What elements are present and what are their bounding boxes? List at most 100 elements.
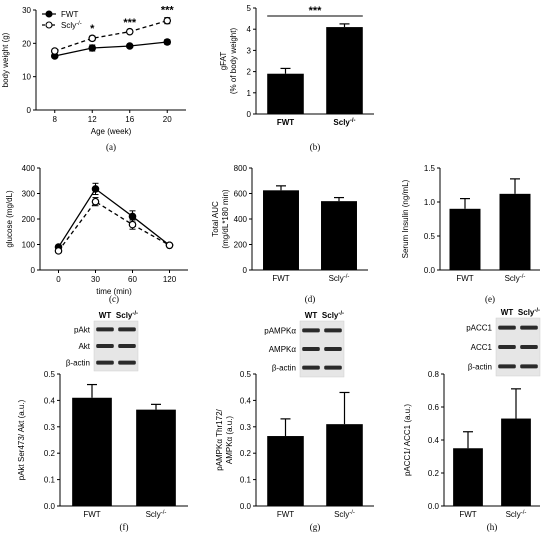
category-label: FWT xyxy=(277,118,294,127)
blot-column-label: Scly-/- xyxy=(116,311,138,320)
category-label: FWT xyxy=(459,510,476,519)
y-tick-label: 0.0 xyxy=(44,502,56,511)
data-point xyxy=(128,220,137,229)
category-label: Scly-/- xyxy=(505,274,526,283)
data-point xyxy=(128,212,137,221)
panel-label: (e) xyxy=(485,294,495,304)
bar xyxy=(501,418,531,506)
chart-g: 0.0 0.1 0.2 0.3 0.4 0.5 FWT Scly-/- pAMPKα Thr17… xyxy=(215,370,374,532)
blot-band xyxy=(96,344,114,348)
y-tick-label: 400 xyxy=(22,164,36,173)
data-point xyxy=(125,42,134,50)
chart-h: 0.0 0.2 0.4 0.6 0.8 FWT Scly-/- pACC1/ ACC1 (a.… xyxy=(403,370,540,532)
y-tick-label: 100 xyxy=(22,241,36,250)
data-point xyxy=(54,247,63,255)
blot-row-label: β-actin xyxy=(66,359,90,368)
x-tick-label: 12 xyxy=(88,115,97,124)
blot-row-label: pACC1 xyxy=(466,324,492,333)
bar xyxy=(453,448,483,506)
y-tick-label: 800 xyxy=(234,164,248,173)
y-tick-label: 300 xyxy=(22,190,36,199)
y-tick-label: 200 xyxy=(234,241,248,250)
x-tick-label: 30 xyxy=(91,275,100,284)
chart-b: 0 1 2 3 4 5 FWT Scly-/- gFAT (% of body weight) **… xyxy=(219,4,374,152)
blot-band xyxy=(302,365,320,370)
bar xyxy=(136,409,176,506)
chart-d: 0 200 400 600 800 FWT Scly-/- Total AUC (mg/dL*1… xyxy=(211,164,368,304)
blot-column-label: WT xyxy=(305,311,318,320)
y-tick-label: 0.4 xyxy=(44,396,56,405)
y-tick-label: 0.1 xyxy=(44,476,56,485)
blot-row-label: ACC1 xyxy=(471,343,493,352)
series-line xyxy=(57,200,170,252)
data-point xyxy=(163,38,172,46)
bar xyxy=(326,27,363,114)
western-blot-g: WT Scly-/- pAMPKα AMPKα β-actin xyxy=(264,311,345,378)
panel-label: (g) xyxy=(310,522,321,532)
data-point xyxy=(88,34,97,43)
data-point xyxy=(50,47,59,55)
significance-stars: *** xyxy=(161,5,175,17)
data-point xyxy=(88,44,97,52)
category-label: FWT xyxy=(277,510,294,519)
x-tick-label: 120 xyxy=(163,275,177,284)
blot-band xyxy=(324,347,342,351)
panel-label: (f) xyxy=(120,522,129,532)
blot-band xyxy=(96,327,114,332)
blot-band xyxy=(118,360,136,365)
y-tick-label: 0.2 xyxy=(44,449,56,458)
blot-column-label: Scly-/- xyxy=(322,311,344,320)
bar xyxy=(449,208,481,270)
x-tick-label: 16 xyxy=(125,115,134,124)
blot-band xyxy=(96,360,114,365)
panel-label: (c) xyxy=(109,294,119,304)
significance-stars: *** xyxy=(309,5,323,17)
y-axis-label: pAkt Ser473/ Akt (a.u.) xyxy=(17,399,26,480)
category-label: Scly-/- xyxy=(506,510,527,519)
bar xyxy=(72,397,112,506)
significance-stars: *** xyxy=(123,17,137,29)
y-axis-label: body weight (g) xyxy=(1,32,10,87)
category-label: Scly-/- xyxy=(329,274,350,283)
category-label: Scly-/- xyxy=(334,510,355,519)
y-tick-label: 0.4 xyxy=(240,396,252,405)
panel-label: (b) xyxy=(310,142,321,152)
panel-label: (a) xyxy=(106,142,116,152)
series-line xyxy=(57,187,170,248)
bar xyxy=(499,193,531,270)
y-tick-label: 600 xyxy=(234,190,248,199)
chart-f: 0.0 0.1 0.2 0.3 0.4 0.5 FWT Scly-/- pAkt Ser473/… xyxy=(17,370,188,532)
western-blot-f: WT Scly-/- pAkt Akt β-actin xyxy=(66,311,139,372)
y-axis-label: Serum Insulin (ng/mL) xyxy=(401,179,410,258)
blot-band xyxy=(498,364,516,369)
x-tick-label: 8 xyxy=(53,115,58,124)
data-point xyxy=(91,197,100,206)
bar xyxy=(267,73,304,114)
legend-marker xyxy=(45,10,53,18)
legend-label: Scly-/- xyxy=(61,21,82,30)
bar xyxy=(326,424,363,506)
blot-row-label: β-actin xyxy=(468,362,492,371)
blot-row-label: pAkt xyxy=(74,325,91,334)
blot-column-label: WT xyxy=(501,308,514,317)
category-label: FWT xyxy=(272,274,289,283)
blot-row-label: β-actin xyxy=(272,364,296,373)
y-tick-label: 30 xyxy=(22,6,31,15)
category-label: FWT xyxy=(83,510,100,519)
x-tick-label: 20 xyxy=(163,115,172,124)
western-blot-h: WT Scly-/- pACC1 ACC1 β-actin xyxy=(466,308,541,377)
blot-band xyxy=(520,364,538,369)
y-axis-label: pAMPKα Thr172/ xyxy=(215,408,224,470)
blot-row-label: Akt xyxy=(78,342,90,351)
data-point xyxy=(125,27,134,36)
y-tick-label: 0 xyxy=(27,106,32,115)
y-tick-label: 0 xyxy=(31,266,36,275)
y-axis-label: gFAT xyxy=(219,52,228,71)
y-tick-label: 0.5 xyxy=(44,370,56,379)
category-label: Scly-/- xyxy=(146,510,167,519)
bar xyxy=(267,436,304,506)
blot-row-label: pAMPKα xyxy=(264,326,296,335)
blot-band xyxy=(498,345,516,349)
y-tick-label: 400 xyxy=(234,215,248,224)
